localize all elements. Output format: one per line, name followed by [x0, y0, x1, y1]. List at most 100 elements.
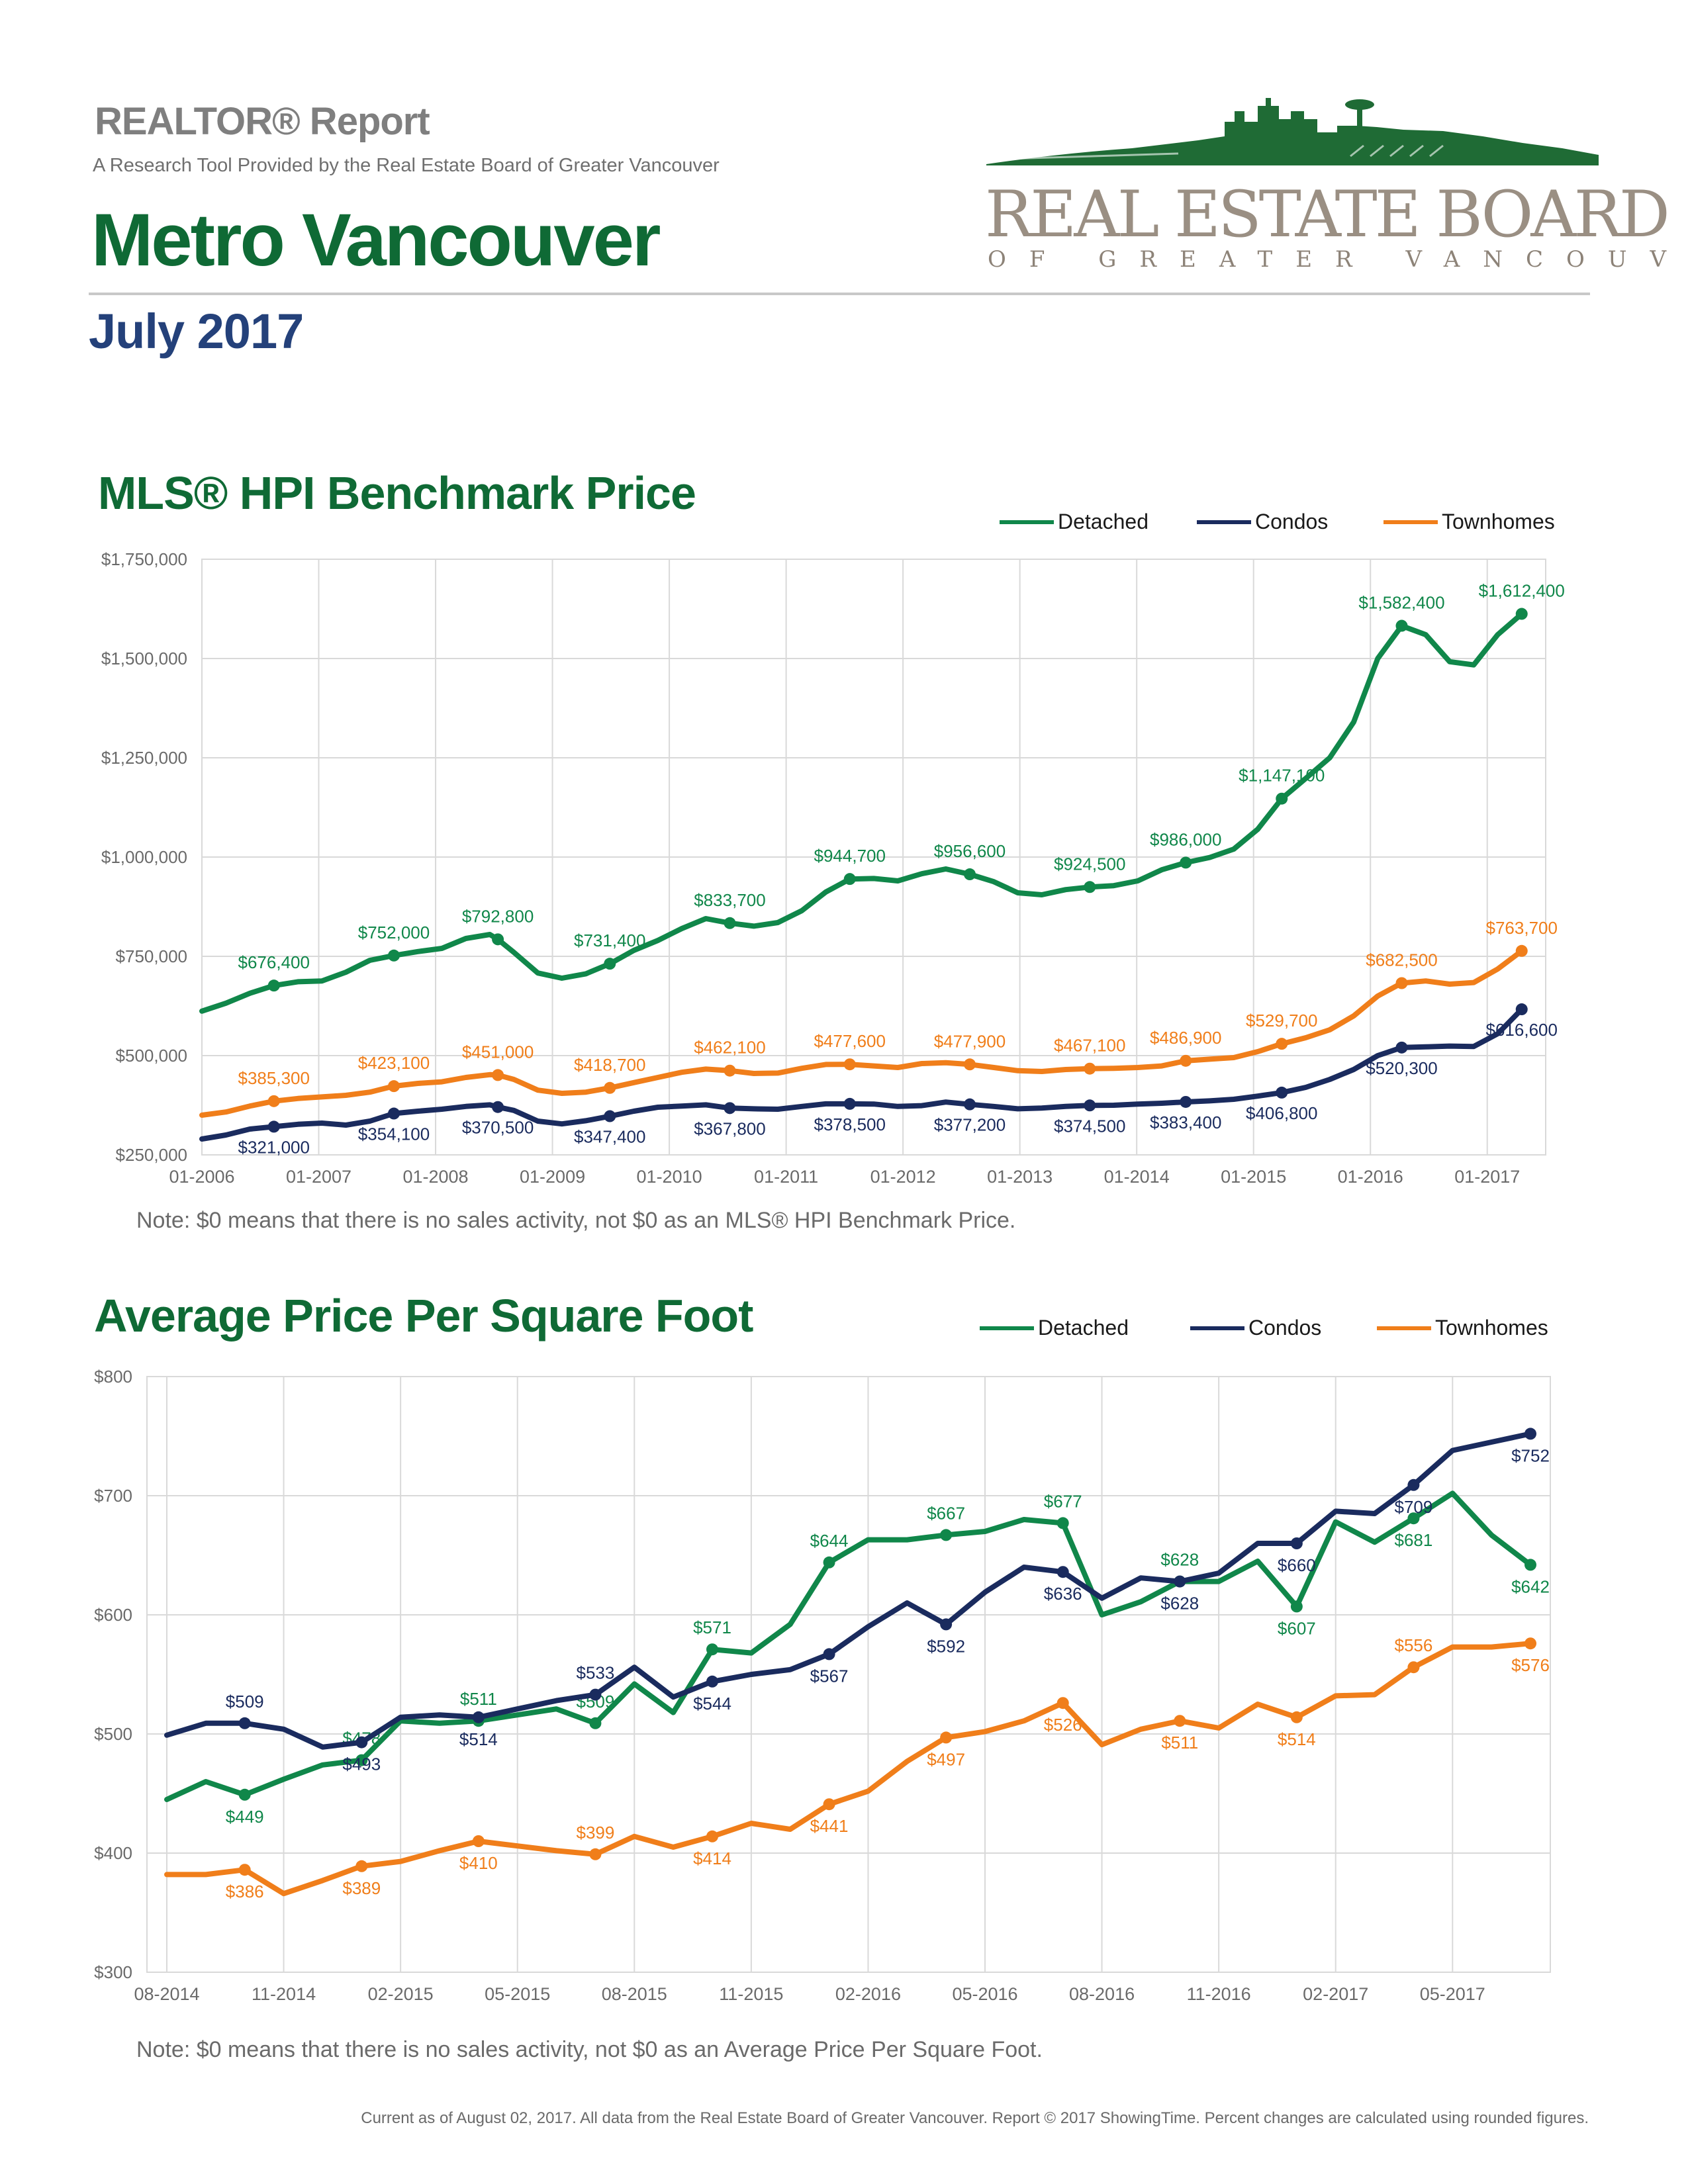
townhomes-data-label: $467,100 [1054, 1036, 1125, 1056]
x-tick-label: 01-2013 [987, 1167, 1053, 1187]
detached-data-label: $956,600 [934, 841, 1006, 861]
condos-data-label: $616,600 [1486, 1020, 1558, 1040]
condos-point [1276, 1086, 1288, 1099]
detached-point [1290, 1600, 1303, 1613]
detached-point [964, 868, 976, 881]
condos-data-label: $377,200 [934, 1115, 1006, 1135]
detached-point [724, 917, 736, 929]
y-tick-label: $600 [94, 1605, 132, 1625]
condos-data-label: $544 [693, 1694, 731, 1713]
detached-point [1180, 856, 1192, 869]
townhomes-point [1180, 1054, 1192, 1067]
townhomes-data-label: $576 [1511, 1655, 1550, 1675]
y-tick-label: $1,250,000 [101, 748, 187, 768]
condos-data-label: $321,000 [238, 1137, 310, 1157]
detached-point [238, 1788, 251, 1801]
detached-point [267, 979, 280, 992]
chart-title-psf: Average Price Per Square Foot [94, 1290, 753, 1342]
condos-point [823, 1648, 835, 1661]
condos-data-label: $493 [342, 1754, 381, 1774]
legend-label-townhomes: Townhomes [1435, 1316, 1548, 1340]
y-tick-label: $800 [94, 1367, 132, 1387]
detached-data-label: $833,700 [694, 890, 765, 910]
townhomes-data-label: $385,300 [238, 1068, 310, 1088]
detached-data-label: $511 [460, 1689, 497, 1709]
x-tick-label: 01-2007 [286, 1167, 352, 1187]
townhomes-point [940, 1731, 953, 1744]
y-tick-label: $300 [94, 1962, 132, 1982]
condos-data-label: $378,500 [814, 1115, 886, 1134]
condos-point [492, 1101, 504, 1113]
legend-item-townhomes: Townhomes [1383, 510, 1555, 534]
x-tick-label: 01-2009 [520, 1167, 585, 1187]
x-tick-label: 01-2006 [169, 1167, 234, 1187]
detached-data-label: $642 [1511, 1576, 1550, 1596]
townhomes-data-label: $529,700 [1246, 1011, 1317, 1030]
hpi-benchmark-chart: $250,000 $500,000 $750,000 $1,000,000 $1,250… [101, 549, 1565, 1187]
townhomes-data-label: $497 [927, 1749, 965, 1769]
condos-data-label: $520,300 [1366, 1058, 1437, 1078]
detached-point [1515, 608, 1528, 620]
x-tick-label: 05-2015 [485, 1984, 550, 2004]
legend-item-detached: Detached [1000, 510, 1149, 534]
legend-item-townhomes: Townhomes [1377, 1316, 1548, 1340]
detached-point [1395, 619, 1408, 632]
condos-point [1056, 1566, 1069, 1578]
townhomes-data-label: $556 [1395, 1635, 1433, 1655]
y-tick-label: $1,750,000 [101, 549, 187, 569]
townhomes-data-label: $526 [1044, 1715, 1082, 1735]
detached-point [492, 933, 504, 946]
legend-item-detached: Detached [980, 1316, 1129, 1340]
condos-data-label: $367,800 [694, 1118, 765, 1138]
x-tick-label: 01-2008 [402, 1167, 468, 1187]
condos-data-label: $709 [1395, 1497, 1433, 1517]
condos-point [604, 1110, 616, 1122]
x-tick-label: 01-2014 [1104, 1167, 1170, 1187]
x-tick-label: 02-2016 [835, 1984, 901, 2004]
legend-label-condos: Condos [1255, 510, 1329, 533]
condos-point [1407, 1479, 1420, 1491]
condos-data-label: $347,400 [574, 1127, 645, 1147]
condos-point [472, 1711, 485, 1723]
detached-data-label: $924,500 [1054, 854, 1125, 874]
condos-point [706, 1675, 718, 1688]
detached-point [823, 1556, 835, 1569]
townhomes-point [492, 1069, 504, 1081]
condos-point [388, 1107, 400, 1120]
townhomes-point [388, 1080, 400, 1093]
detached-line [199, 611, 1524, 1014]
townhomes-point [1524, 1637, 1536, 1650]
detached-data-label: $944,700 [814, 846, 886, 866]
townhomes-point [1084, 1062, 1096, 1075]
detached-data-label: $677 [1044, 1491, 1082, 1511]
townhomes-data-label: $441 [810, 1816, 849, 1836]
x-tick-label: 01-2010 [637, 1167, 702, 1187]
detached-data-label: $676,400 [238, 952, 310, 972]
x-tick-label: 11-2015 [719, 1984, 783, 2004]
region-title: Metro Vancouver [91, 199, 661, 281]
x-tick-label: 05-2016 [952, 1984, 1017, 2004]
detached-data-label: $986,000 [1150, 829, 1221, 849]
legend-label-detached: Detached [1058, 510, 1149, 533]
townhomes-point [604, 1081, 616, 1094]
legend-item-condos: Condos [1197, 510, 1328, 534]
townhomes-data-label: $511 [1161, 1733, 1198, 1752]
detached-point [355, 1754, 368, 1766]
x-tick-label: 01-2017 [1454, 1167, 1520, 1187]
townhomes-data-label: $477,900 [934, 1031, 1006, 1051]
condos-point [267, 1120, 280, 1133]
condos-data-label: $374,500 [1054, 1116, 1125, 1136]
condos-point [1084, 1099, 1096, 1112]
townhomes-point [589, 1848, 602, 1860]
detached-data-label: $644 [810, 1531, 849, 1551]
x-tick-label: 11-2016 [1187, 1984, 1251, 2004]
x-tick-label: 02-2015 [368, 1984, 434, 2004]
header-divider [89, 293, 1590, 295]
report-subtitle: A Research Tool Provided by the Real Est… [93, 155, 720, 176]
townhomes-point [1290, 1711, 1303, 1723]
chart-title-hpi: MLS® HPI Benchmark Price [98, 467, 696, 519]
condos-point [1174, 1575, 1186, 1588]
detached-point [1276, 792, 1288, 805]
condos-data-label: $406,800 [1246, 1103, 1317, 1123]
condos-data-label: $533 [577, 1663, 615, 1683]
